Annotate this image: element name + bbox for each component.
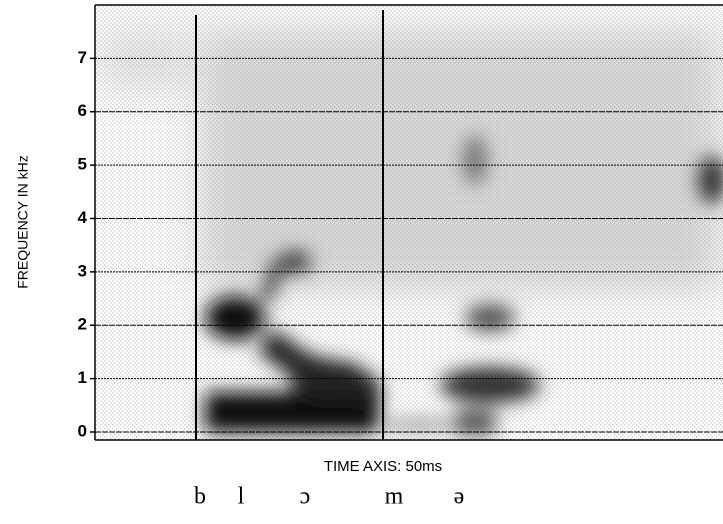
y-tick-label: 4 [78, 208, 88, 227]
y-tick-label: 7 [78, 48, 87, 67]
y-tick-label: 6 [78, 101, 87, 120]
y-tick-label: 3 [78, 261, 87, 280]
segment-label: m [385, 484, 404, 510]
y-tick-label: 5 [78, 155, 87, 174]
segment-label: ə [454, 484, 465, 510]
segment-label: b [194, 484, 206, 510]
spectrogram-texture [95, 5, 723, 440]
segment-label: l [238, 484, 245, 510]
y-tick-label: 2 [78, 315, 87, 334]
y-tick-label: 0 [78, 421, 87, 440]
y-axis-label: FREQUENCY IN kHz [15, 155, 31, 289]
segment-label: ɔ [300, 484, 311, 510]
x-axis-label: TIME AXIS: 50ms [324, 458, 442, 475]
y-tick-label: 1 [78, 368, 87, 387]
